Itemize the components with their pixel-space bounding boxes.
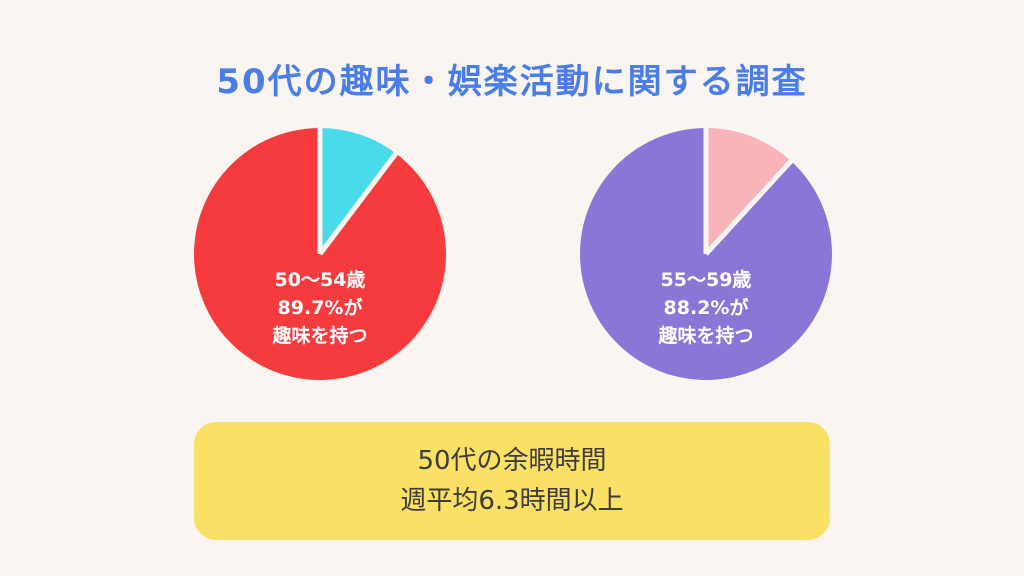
page-title: 50代の趣味・娯楽活動に関する調査: [216, 62, 808, 102]
pie-svg-50-54: [194, 126, 446, 381]
pie-label-percent: 89.7%が: [277, 297, 363, 319]
pie-label-caption: 趣味を持つ: [272, 325, 368, 347]
summary-box: 50代の余暇時間 週平均6.3時間以上: [194, 422, 830, 540]
pie-label-50-54: 50〜54歳 89.7%が 趣味を持つ: [190, 266, 450, 350]
summary-line-2: 週平均6.3時間以上: [400, 486, 624, 516]
summary-line-1: 50代の余暇時間: [417, 446, 607, 476]
pie-chart-55-59: 55〜59歳 88.2%が 趣味を持つ: [576, 124, 836, 384]
pie-label-age: 55〜59歳: [660, 269, 752, 291]
pie-label-caption: 趣味を持つ: [658, 325, 754, 347]
pie-label-percent: 88.2%が: [663, 297, 749, 319]
pie-divider-line: [704, 157, 795, 256]
pie-slice-rest: [320, 128, 396, 254]
pie-label-55-59: 55〜59歳 88.2%が 趣味を持つ: [576, 266, 836, 350]
pie-divider-line: [318, 150, 400, 256]
pie-label-age: 50〜54歳: [274, 269, 366, 291]
pie-slice-main: [194, 128, 446, 381]
pie-chart-50-54: 50〜54歳 89.7%が 趣味を持つ: [190, 124, 450, 384]
pie-svg-55-59: [580, 126, 832, 380]
pie-slice-rest: [706, 128, 792, 254]
